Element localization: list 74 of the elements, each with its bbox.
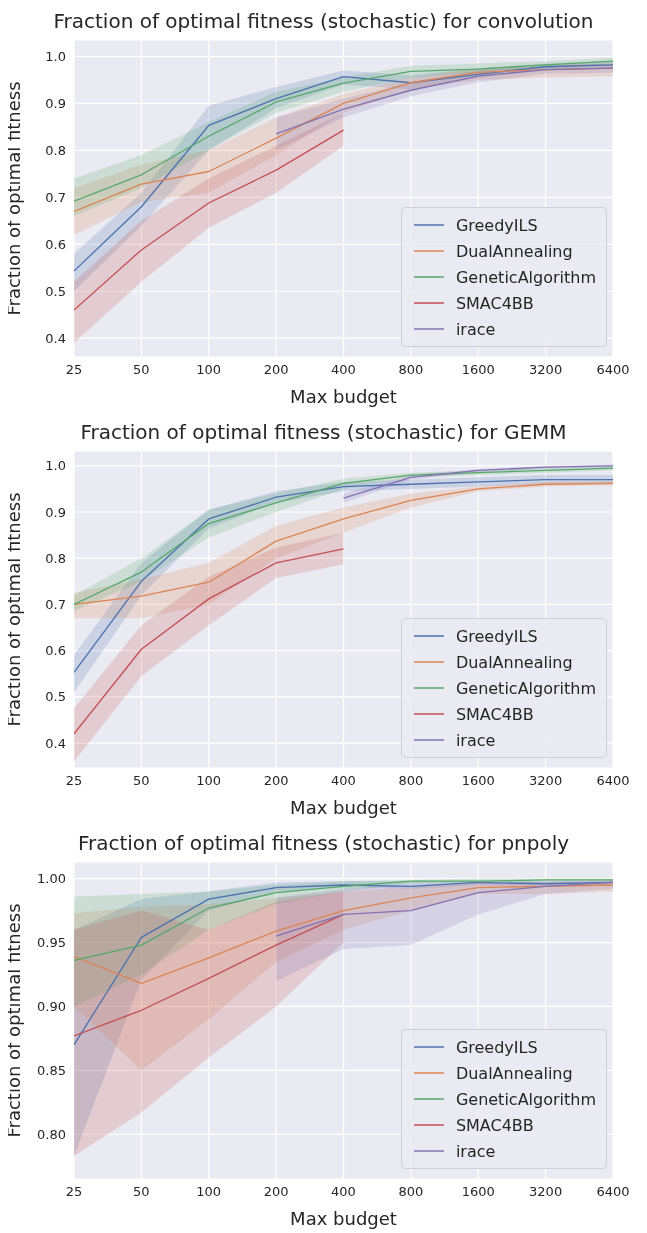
x-tick-label: 400 [331,1184,356,1200]
y-tick-label: 0.80 [37,1126,66,1142]
x-tick-label: 100 [196,773,222,789]
x-tick-label: 6400 [596,773,630,789]
legend-label: DualAnnealing [455,241,573,261]
x-tick-label: 400 [331,773,356,789]
legend-label: GreedyILS [455,215,538,235]
y-tick-label: 0.6 [45,643,66,659]
y-tick-label: 0.90 [37,999,66,1015]
x-tick-label: 1600 [461,362,495,378]
chart-title: Fraction of optimal fitness (stochastic) for pnpoly [76,830,571,856]
x-tick-label: 100 [196,362,222,378]
x-tick-label: 3200 [529,773,563,789]
y-tick-label: 1.00 [37,871,66,887]
y-tick-label: 0.5 [45,689,66,705]
line-series [74,884,613,985]
x-tick-label: 400 [331,362,356,378]
x-tick-label: 25 [65,362,83,378]
line-series [275,881,613,937]
x-tick-label: 3200 [529,1184,563,1200]
x-tick-label: 200 [263,362,289,378]
x-axis-title: Max budget [290,797,397,818]
x-tick-label: 25 [65,1184,83,1200]
y-tick-label: 0.9 [45,504,66,520]
y-tick-label: 0.8 [45,550,66,566]
y-tick-label: 1.0 [45,49,66,65]
x-tick-label: 100 [196,1184,222,1200]
line-series [74,879,613,962]
legend-label: SMAC4BB [455,1115,534,1135]
x-axis-title: Max budget [290,386,397,407]
chart-title: Fraction of optimal fitness (stochastic) for convolution [52,8,595,34]
x-tick-label: 3200 [529,362,563,378]
x-tick-label: 50 [133,362,150,378]
legend-label: GeneticAlgorithm [455,267,596,287]
x-tick-label: 1600 [461,1184,495,1200]
x-tick-label: 1600 [461,773,495,789]
legend-label: irace [455,730,496,750]
legend-label: GreedyILS [455,1037,538,1057]
x-tick-label: 800 [398,362,424,378]
x-tick-label: 25 [65,773,83,789]
y-tick-label: 0.9 [45,96,66,112]
x-tick-label: 6400 [596,1184,630,1200]
y-tick-label: 0.4 [45,330,66,346]
x-tick-label: 800 [398,1184,424,1200]
legend-label: SMAC4BB [455,293,534,313]
legend-label: DualAnnealing [455,1063,573,1083]
legend-label: DualAnnealing [455,652,573,672]
legend-label: GeneticAlgorithm [455,678,596,698]
x-tick-label: 800 [398,773,424,789]
chart-title: Fraction of optimal fitness (stochastic) for GEMM [79,419,568,445]
legend-label: GreedyILS [455,626,538,646]
x-tick-label: 6400 [596,362,630,378]
y-tick-label: 0.95 [37,935,66,951]
x-tick-label: 200 [263,773,289,789]
y-tick-label: 0.4 [45,735,66,751]
x-tick-label: 200 [263,1184,289,1200]
x-axis-title: Max budget [290,1208,397,1229]
y-tick-label: 0.85 [37,1062,66,1078]
legend-label: SMAC4BB [455,704,534,724]
y-tick-label: 1.0 [45,458,66,474]
legend-label: irace [455,1141,496,1161]
y-tick-label: 0.7 [45,597,66,613]
line-series [74,129,345,311]
legend-label: GeneticAlgorithm [455,1089,596,1109]
y-tick-label: 0.5 [45,283,66,299]
line-series [74,548,345,735]
legend-label: irace [455,319,496,339]
y-tick-label: 0.6 [45,236,66,252]
y-tick-label: 0.8 [45,142,66,158]
line-series [74,913,345,1037]
line-series [275,67,613,135]
x-tick-label: 50 [133,773,150,789]
y-tick-label: 0.7 [45,189,66,205]
x-tick-label: 50 [133,1184,150,1200]
